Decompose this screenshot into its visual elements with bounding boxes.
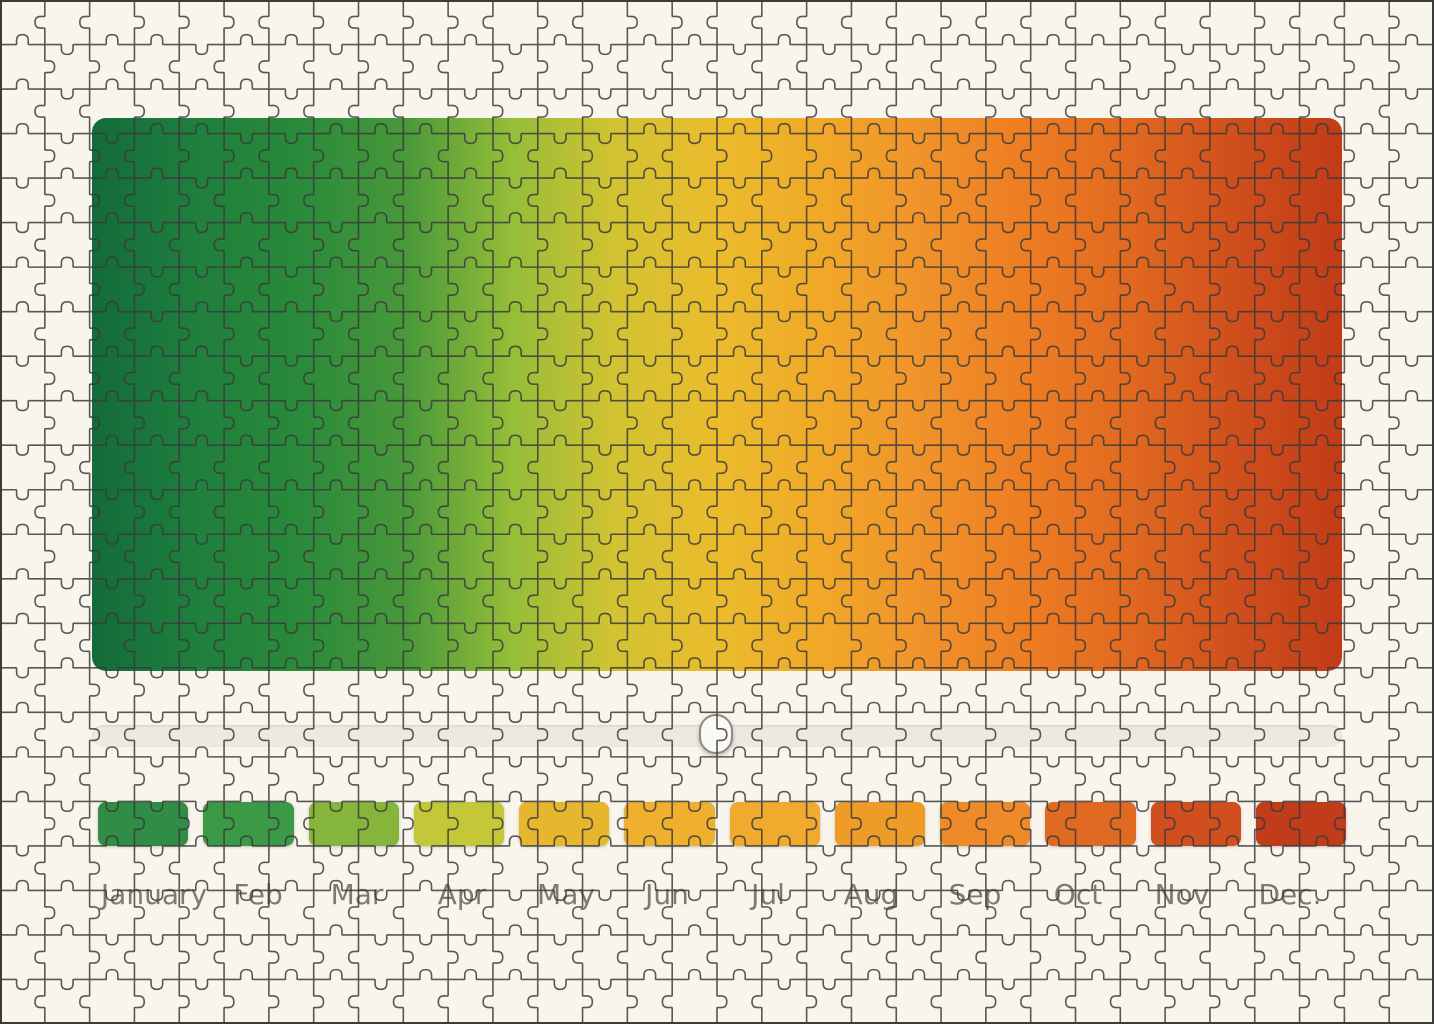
- month-swatch-oct[interactable]: [1045, 802, 1136, 846]
- month-label-row: January Feb Mar Apr May Jun Jul Aug Sep Oct Nov Dec…: [92, 878, 1342, 918]
- month-swatch-jun[interactable]: [624, 802, 715, 846]
- month-swatch-january[interactable]: [98, 802, 189, 846]
- color-gradient-panel: [92, 118, 1342, 671]
- month-swatch-apr[interactable]: [413, 802, 504, 846]
- month-label-oct: Oct: [1053, 878, 1103, 911]
- month-label-aug: Aug: [843, 878, 899, 911]
- month-swatch-jul[interactable]: [729, 802, 820, 846]
- month-label-jun: Jun: [645, 878, 689, 911]
- month-swatch-sep[interactable]: [940, 802, 1031, 846]
- month-swatch-nov[interactable]: [1150, 802, 1241, 846]
- month-label-jul: Jul: [751, 878, 785, 911]
- month-label-may: May: [537, 878, 595, 911]
- month-swatch-may[interactable]: [519, 802, 610, 846]
- month-swatch-row: [92, 800, 1346, 848]
- month-slider-thumb[interactable]: [699, 714, 733, 754]
- month-swatch-mar[interactable]: [308, 802, 399, 846]
- month-swatch-dec[interactable]: [1255, 802, 1346, 846]
- month-label-feb: Feb: [233, 878, 283, 911]
- month-label-apr: Apr: [437, 878, 487, 911]
- month-swatch-feb[interactable]: [203, 802, 294, 846]
- month-label-dec: Dec.: [1258, 878, 1322, 911]
- month-label-sep: Sep: [948, 878, 1002, 911]
- month-swatch-aug[interactable]: [834, 802, 925, 846]
- month-label-january: January: [100, 878, 208, 911]
- month-label-mar: Mar: [330, 878, 384, 911]
- month-label-nov: Nov: [1154, 878, 1210, 911]
